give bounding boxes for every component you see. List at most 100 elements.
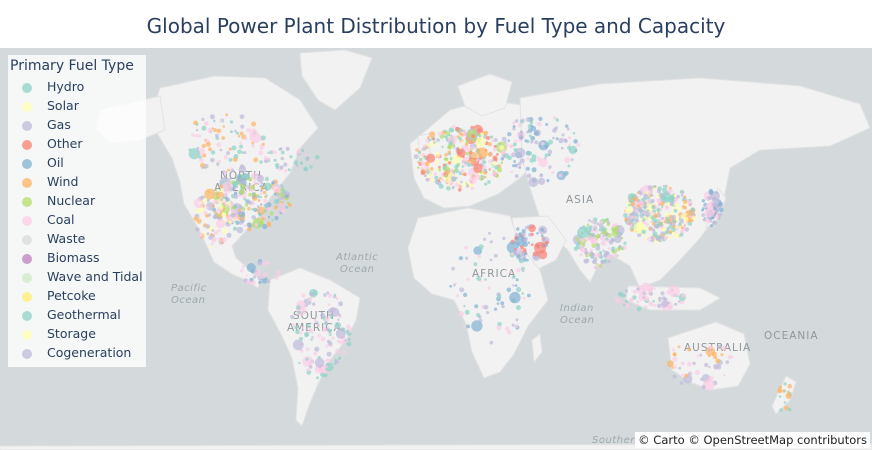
power-plant-marker[interactable] [241, 151, 245, 154]
power-plant-marker[interactable] [438, 183, 444, 189]
power-plant-marker[interactable] [430, 178, 434, 182]
power-plant-marker[interactable] [191, 133, 195, 137]
power-plant-marker[interactable] [660, 201, 665, 206]
power-plant-marker[interactable] [491, 164, 494, 168]
power-plant-marker[interactable] [232, 182, 238, 188]
power-plant-marker[interactable] [447, 150, 451, 154]
power-plant-marker[interactable] [540, 227, 544, 232]
power-plant-marker[interactable] [333, 362, 337, 365]
power-plant-marker[interactable] [524, 252, 528, 255]
power-plant-marker[interactable] [465, 256, 469, 260]
power-plant-marker[interactable] [345, 329, 350, 334]
power-plant-marker[interactable] [687, 347, 692, 352]
power-plant-marker[interactable] [260, 186, 265, 190]
power-plant-marker[interactable] [322, 369, 328, 375]
power-plant-marker[interactable] [516, 267, 521, 273]
power-plant-marker[interactable] [694, 370, 700, 375]
power-plant-marker[interactable] [216, 218, 226, 229]
power-plant-marker[interactable] [516, 286, 522, 293]
power-plant-marker[interactable] [676, 203, 680, 207]
power-plant-marker[interactable] [611, 230, 619, 237]
power-plant-marker[interactable] [327, 293, 333, 299]
power-plant-marker[interactable] [248, 192, 252, 197]
power-plant-marker[interactable] [662, 187, 668, 193]
power-plant-marker[interactable] [204, 188, 216, 200]
power-plant-marker[interactable] [251, 121, 257, 127]
power-plant-marker[interactable] [211, 229, 215, 232]
power-plant-marker[interactable] [458, 185, 462, 188]
power-plant-marker[interactable] [684, 212, 688, 216]
power-plant-marker[interactable] [448, 141, 453, 146]
power-plant-marker[interactable] [237, 149, 242, 155]
power-plant-marker[interactable] [471, 134, 476, 139]
power-plant-marker[interactable] [666, 202, 671, 206]
power-plant-marker[interactable] [476, 175, 482, 180]
power-plant-marker[interactable] [478, 244, 484, 250]
power-plant-marker[interactable] [663, 236, 668, 241]
power-plant-marker[interactable] [234, 129, 237, 133]
power-plant-marker[interactable] [671, 201, 675, 205]
power-plant-marker[interactable] [209, 114, 215, 120]
legend-item-gas[interactable]: Gas [8, 116, 146, 135]
power-plant-marker[interactable] [516, 247, 521, 252]
power-plant-marker[interactable] [637, 232, 642, 238]
power-plant-marker[interactable] [646, 209, 650, 213]
power-plant-marker[interactable] [331, 336, 335, 340]
power-plant-marker[interactable] [600, 237, 604, 241]
power-plant-marker[interactable] [647, 198, 652, 204]
power-plant-marker[interactable] [260, 135, 266, 141]
power-plant-marker[interactable] [338, 313, 341, 317]
power-plant-marker[interactable] [493, 144, 497, 148]
legend-item-cogeneration[interactable]: Cogeneration [8, 344, 146, 363]
power-plant-marker[interactable] [681, 293, 687, 298]
power-plant-marker[interactable] [513, 160, 516, 163]
power-plant-marker[interactable] [626, 304, 631, 309]
power-plant-marker[interactable] [238, 209, 241, 212]
power-plant-marker[interactable] [269, 211, 274, 216]
power-plant-marker[interactable] [417, 160, 420, 164]
power-plant-marker[interactable] [520, 245, 525, 250]
power-plant-marker[interactable] [325, 358, 331, 364]
power-plant-marker[interactable] [501, 304, 505, 309]
power-plant-marker[interactable] [701, 384, 706, 390]
power-plant-marker[interactable] [521, 266, 525, 271]
power-plant-marker[interactable] [324, 365, 328, 369]
power-plant-marker[interactable] [674, 302, 678, 306]
power-plant-marker[interactable] [672, 356, 678, 362]
power-plant-marker[interactable] [714, 215, 719, 220]
power-plant-marker[interactable] [558, 138, 564, 144]
power-plant-marker[interactable] [317, 333, 322, 338]
power-plant-marker[interactable] [653, 234, 656, 237]
power-plant-marker[interactable] [222, 237, 228, 243]
power-plant-marker[interactable] [228, 220, 232, 224]
power-plant-marker[interactable] [651, 211, 656, 215]
power-plant-marker[interactable] [641, 214, 644, 217]
power-plant-marker[interactable] [611, 246, 616, 251]
power-plant-marker[interactable] [226, 221, 229, 224]
power-plant-marker[interactable] [327, 328, 332, 333]
power-plant-marker[interactable] [279, 165, 284, 170]
power-plant-marker[interactable] [301, 326, 305, 330]
power-plant-marker[interactable] [470, 125, 474, 130]
power-plant-marker[interactable] [451, 176, 456, 181]
power-plant-marker[interactable] [213, 119, 216, 123]
power-plant-marker[interactable] [460, 138, 464, 142]
power-plant-marker[interactable] [665, 219, 670, 224]
power-plant-marker[interactable] [504, 142, 509, 147]
power-plant-marker[interactable] [274, 275, 279, 280]
power-plant-marker[interactable] [267, 151, 270, 155]
power-plant-marker[interactable] [217, 229, 221, 233]
power-plant-marker[interactable] [581, 242, 586, 247]
power-plant-marker[interactable] [267, 215, 271, 219]
power-plant-marker[interactable] [454, 282, 457, 285]
power-plant-marker[interactable] [260, 203, 263, 206]
power-plant-marker[interactable] [496, 302, 500, 305]
power-plant-marker[interactable] [458, 145, 462, 150]
power-plant-marker[interactable] [510, 170, 513, 174]
power-plant-marker[interactable] [688, 203, 692, 207]
power-plant-marker[interactable] [683, 206, 687, 210]
power-plant-marker[interactable] [466, 184, 470, 188]
power-plant-marker[interactable] [305, 156, 310, 160]
power-plant-marker[interactable] [219, 198, 223, 202]
power-plant-marker[interactable] [309, 165, 313, 169]
